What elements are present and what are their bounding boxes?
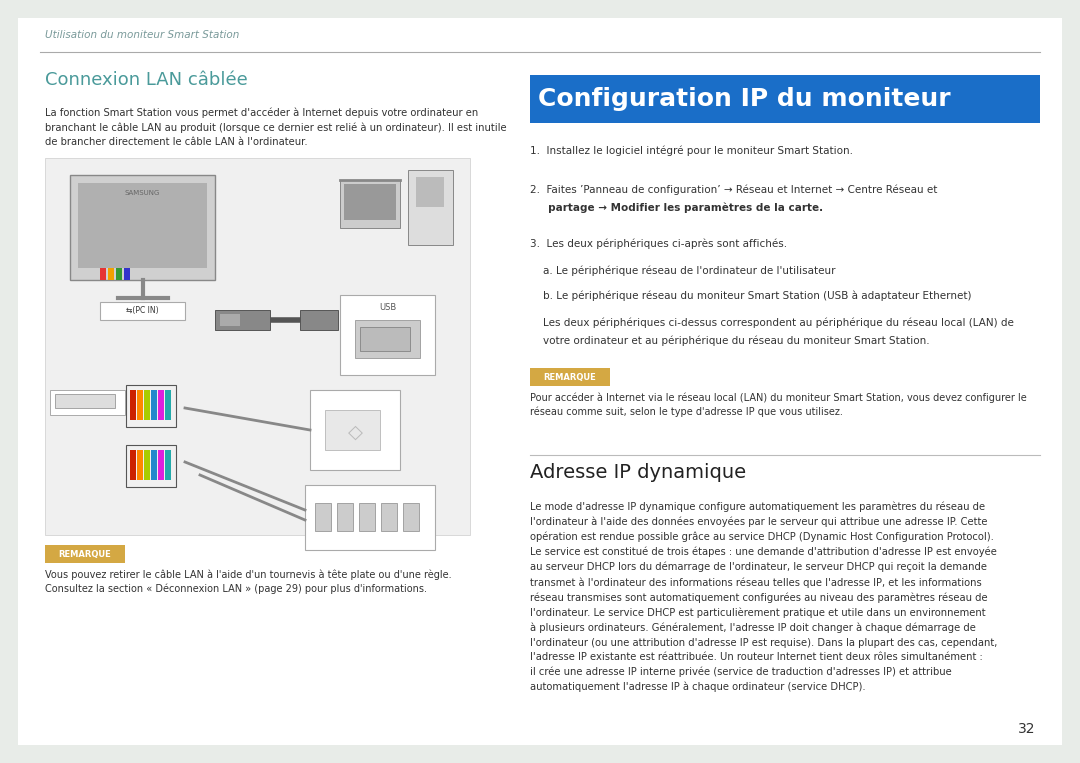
Bar: [151, 390, 157, 420]
Bar: [45, 158, 470, 535]
Text: 3.  Les deux périphériques ci-après sont affichés.: 3. Les deux périphériques ci-après sont …: [530, 239, 787, 249]
Bar: [137, 450, 143, 480]
Text: 1.  Installez le logiciel intégré pour le moniteur Smart Station.: 1. Installez le logiciel intégré pour le…: [530, 145, 853, 156]
Text: Adresse IP dynamique: Adresse IP dynamique: [530, 463, 746, 482]
Bar: [144, 390, 150, 420]
Bar: [305, 485, 435, 550]
Text: Vous pouvez retirer le câble LAN à l'aide d'un tournevis à tête plate ou d'une r: Vous pouvez retirer le câble LAN à l'aid…: [45, 569, 451, 594]
Bar: [130, 390, 136, 420]
Bar: [137, 390, 143, 420]
Bar: [215, 310, 270, 330]
Text: REMARQUE: REMARQUE: [58, 549, 111, 559]
Text: b. Le périphérique réseau du moniteur Smart Station (USB à adaptateur Ethernet): b. Le périphérique réseau du moniteur Sm…: [530, 291, 972, 301]
Bar: [116, 268, 122, 280]
Bar: [359, 503, 375, 531]
Text: Configuration IP du moniteur: Configuration IP du moniteur: [538, 87, 950, 111]
Bar: [360, 327, 410, 351]
Bar: [530, 75, 1040, 123]
Text: a. Le périphérique réseau de l'ordinateur de l'utilisateur: a. Le périphérique réseau de l'ordinateu…: [530, 266, 836, 276]
Text: Pour accéder à Internet via le réseau local (LAN) du moniteur Smart Station, vou: Pour accéder à Internet via le réseau lo…: [530, 392, 1027, 417]
Bar: [100, 268, 106, 280]
Bar: [55, 394, 114, 408]
Text: SAMSUNG: SAMSUNG: [125, 190, 160, 196]
Text: USB: USB: [379, 303, 396, 312]
Text: ◇: ◇: [348, 423, 363, 442]
Bar: [78, 183, 207, 268]
Bar: [310, 390, 400, 470]
Bar: [126, 445, 176, 487]
Bar: [381, 503, 397, 531]
Text: Utilisation du moniteur Smart Station: Utilisation du moniteur Smart Station: [45, 30, 240, 40]
Bar: [408, 170, 453, 245]
Text: Le mode d'adresse IP dynamique configure automatiquement les paramètres du résea: Le mode d'adresse IP dynamique configure…: [530, 501, 997, 692]
Bar: [325, 410, 380, 450]
Text: 32: 32: [1017, 722, 1035, 736]
Bar: [50, 390, 125, 415]
Bar: [144, 450, 150, 480]
Bar: [165, 390, 171, 420]
Bar: [165, 450, 171, 480]
Bar: [355, 320, 420, 358]
Text: LAN: LAN: [79, 398, 95, 407]
Text: partage → Modifier les paramètres de la carte.: partage → Modifier les paramètres de la …: [530, 203, 823, 213]
Bar: [158, 390, 164, 420]
Text: ⇆(PC IN): ⇆(PC IN): [125, 307, 159, 315]
Bar: [220, 314, 240, 326]
Text: REMARQUE: REMARQUE: [543, 372, 596, 382]
Bar: [345, 184, 396, 220]
Text: votre ordinateur et au périphérique du réseau du moniteur Smart Station.: votre ordinateur et au périphérique du r…: [530, 336, 930, 346]
Bar: [403, 503, 419, 531]
Bar: [108, 268, 114, 280]
Bar: [340, 295, 435, 375]
Bar: [100, 302, 185, 320]
Text: 2.  Faites ’Panneau de configuration’ → Réseau et Internet → Centre Réseau et: 2. Faites ’Panneau de configuration’ → R…: [530, 185, 937, 195]
Text: Les deux périphériques ci-dessus correspondent au périphérique du réseau local (: Les deux périphériques ci-dessus corresp…: [530, 318, 1014, 328]
Text: Connexion LAN câblée: Connexion LAN câblée: [45, 71, 247, 89]
Bar: [340, 180, 400, 228]
Bar: [158, 450, 164, 480]
Bar: [151, 450, 157, 480]
Bar: [45, 545, 125, 563]
Bar: [124, 268, 130, 280]
Bar: [130, 450, 136, 480]
Bar: [126, 385, 176, 427]
Bar: [337, 503, 353, 531]
Bar: [300, 310, 338, 330]
Bar: [70, 175, 215, 280]
Text: La fonction Smart Station vous permet d'accéder à Internet depuis votre ordinate: La fonction Smart Station vous permet d'…: [45, 108, 507, 147]
Bar: [416, 177, 444, 207]
Bar: [315, 503, 330, 531]
Bar: [530, 369, 610, 386]
